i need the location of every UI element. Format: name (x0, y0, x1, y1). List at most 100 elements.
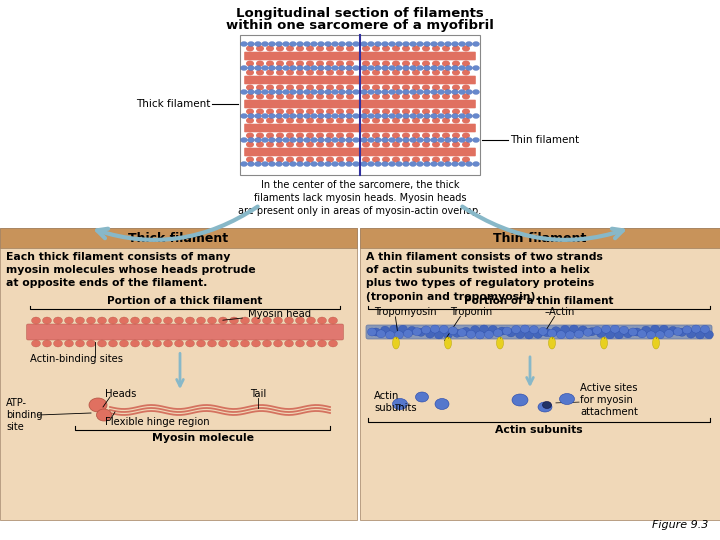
Ellipse shape (246, 60, 254, 66)
FancyBboxPatch shape (244, 148, 476, 156)
Ellipse shape (392, 337, 400, 349)
Ellipse shape (402, 60, 410, 66)
Ellipse shape (286, 109, 294, 114)
Ellipse shape (402, 45, 410, 51)
Ellipse shape (331, 113, 338, 118)
Ellipse shape (374, 138, 382, 143)
Ellipse shape (423, 65, 431, 71)
Ellipse shape (431, 138, 438, 143)
Ellipse shape (442, 132, 450, 138)
Ellipse shape (336, 157, 344, 163)
Ellipse shape (240, 161, 248, 166)
Ellipse shape (374, 42, 382, 46)
Ellipse shape (346, 161, 353, 166)
Ellipse shape (362, 70, 370, 76)
Ellipse shape (392, 93, 400, 99)
Ellipse shape (402, 132, 410, 138)
Ellipse shape (318, 90, 325, 94)
Ellipse shape (338, 113, 346, 118)
Ellipse shape (186, 340, 194, 347)
Ellipse shape (307, 317, 315, 324)
Ellipse shape (665, 329, 673, 338)
Ellipse shape (442, 141, 450, 147)
Ellipse shape (306, 157, 314, 163)
Ellipse shape (462, 60, 470, 66)
Ellipse shape (416, 138, 423, 143)
Ellipse shape (538, 402, 552, 412)
Ellipse shape (296, 157, 304, 163)
Ellipse shape (367, 42, 374, 46)
Ellipse shape (325, 113, 331, 118)
Ellipse shape (516, 330, 524, 339)
Ellipse shape (282, 161, 289, 166)
FancyBboxPatch shape (244, 100, 476, 109)
Ellipse shape (240, 65, 248, 71)
Ellipse shape (246, 70, 254, 76)
Ellipse shape (246, 109, 254, 114)
Ellipse shape (269, 138, 276, 143)
Ellipse shape (452, 45, 460, 51)
Ellipse shape (316, 60, 324, 66)
Ellipse shape (382, 42, 389, 46)
Ellipse shape (503, 327, 511, 335)
Ellipse shape (444, 337, 451, 349)
Ellipse shape (452, 141, 460, 147)
Ellipse shape (346, 138, 353, 143)
Ellipse shape (254, 138, 261, 143)
Ellipse shape (557, 330, 565, 339)
Text: Figure 9.3: Figure 9.3 (652, 520, 708, 530)
Ellipse shape (297, 161, 304, 166)
Ellipse shape (431, 161, 438, 166)
Ellipse shape (372, 60, 380, 66)
Ellipse shape (328, 317, 338, 324)
Ellipse shape (668, 327, 678, 334)
Ellipse shape (276, 157, 284, 163)
Ellipse shape (346, 84, 354, 91)
Ellipse shape (683, 326, 691, 334)
Ellipse shape (389, 65, 395, 71)
Ellipse shape (410, 65, 416, 71)
Text: Thick filament: Thick filament (135, 99, 210, 109)
Ellipse shape (382, 90, 389, 94)
Ellipse shape (438, 42, 444, 46)
Ellipse shape (410, 161, 416, 166)
Ellipse shape (422, 118, 430, 124)
Ellipse shape (392, 60, 400, 66)
Ellipse shape (389, 90, 395, 94)
Ellipse shape (466, 90, 472, 94)
Text: Actin
subunits: Actin subunits (374, 391, 417, 413)
Ellipse shape (374, 113, 382, 118)
Ellipse shape (459, 161, 466, 166)
Ellipse shape (338, 90, 346, 94)
Ellipse shape (524, 331, 534, 339)
Ellipse shape (412, 45, 420, 51)
Ellipse shape (362, 157, 370, 163)
FancyBboxPatch shape (0, 228, 357, 520)
Ellipse shape (86, 340, 96, 347)
Ellipse shape (76, 317, 84, 324)
FancyBboxPatch shape (0, 228, 357, 248)
Ellipse shape (286, 93, 294, 99)
Ellipse shape (392, 70, 400, 76)
Ellipse shape (306, 84, 314, 91)
Ellipse shape (310, 113, 318, 118)
Ellipse shape (336, 93, 344, 99)
Ellipse shape (325, 65, 331, 71)
Ellipse shape (678, 328, 686, 336)
Ellipse shape (316, 141, 324, 147)
Ellipse shape (325, 161, 331, 166)
Ellipse shape (304, 161, 310, 166)
Ellipse shape (316, 84, 324, 91)
Ellipse shape (251, 340, 261, 347)
Ellipse shape (442, 84, 450, 91)
Ellipse shape (240, 113, 248, 118)
Ellipse shape (452, 157, 460, 163)
Ellipse shape (459, 138, 466, 143)
Ellipse shape (307, 340, 315, 347)
Ellipse shape (423, 42, 431, 46)
Ellipse shape (367, 138, 374, 143)
Ellipse shape (53, 340, 63, 347)
Ellipse shape (353, 161, 359, 166)
Ellipse shape (318, 340, 326, 347)
Ellipse shape (286, 84, 294, 91)
